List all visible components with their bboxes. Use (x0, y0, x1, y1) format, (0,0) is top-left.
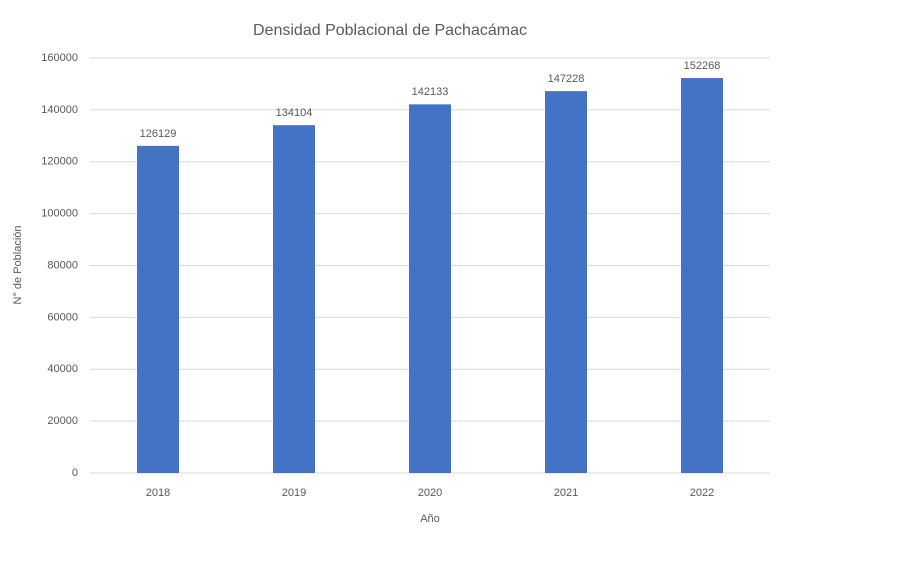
data-label: 134104 (276, 107, 313, 119)
x-axis-label: Año (420, 513, 440, 525)
data-label: 142133 (412, 86, 449, 98)
x-tick-label: 2022 (690, 487, 714, 499)
bar (273, 125, 315, 473)
y-tick-label: 60000 (47, 311, 78, 323)
bar (409, 104, 451, 473)
data-label: 147228 (548, 73, 585, 85)
data-label: 126129 (140, 128, 177, 140)
x-tick-label: 2019 (282, 487, 306, 499)
y-tick-label: 80000 (47, 259, 78, 271)
y-tick-label: 40000 (47, 363, 78, 375)
y-tick-label: 100000 (41, 208, 78, 220)
x-tick-label: 2018 (146, 487, 170, 499)
chart-title: Densidad Poblacional de Pachacámac (253, 22, 527, 39)
bar (545, 91, 587, 473)
y-tick-label: 140000 (41, 104, 78, 116)
y-tick-label: 0 (72, 467, 78, 479)
y-axis-label: N° de Población (12, 225, 24, 304)
y-tick-label: 120000 (41, 156, 78, 168)
bar (681, 78, 723, 474)
bar (137, 145, 179, 473)
y-tick-label: 160000 (41, 52, 78, 64)
x-tick-label: 2021 (554, 487, 578, 499)
y-tick-label: 20000 (47, 415, 78, 427)
x-tick-label: 2020 (418, 487, 442, 499)
data-label: 152268 (684, 60, 721, 72)
